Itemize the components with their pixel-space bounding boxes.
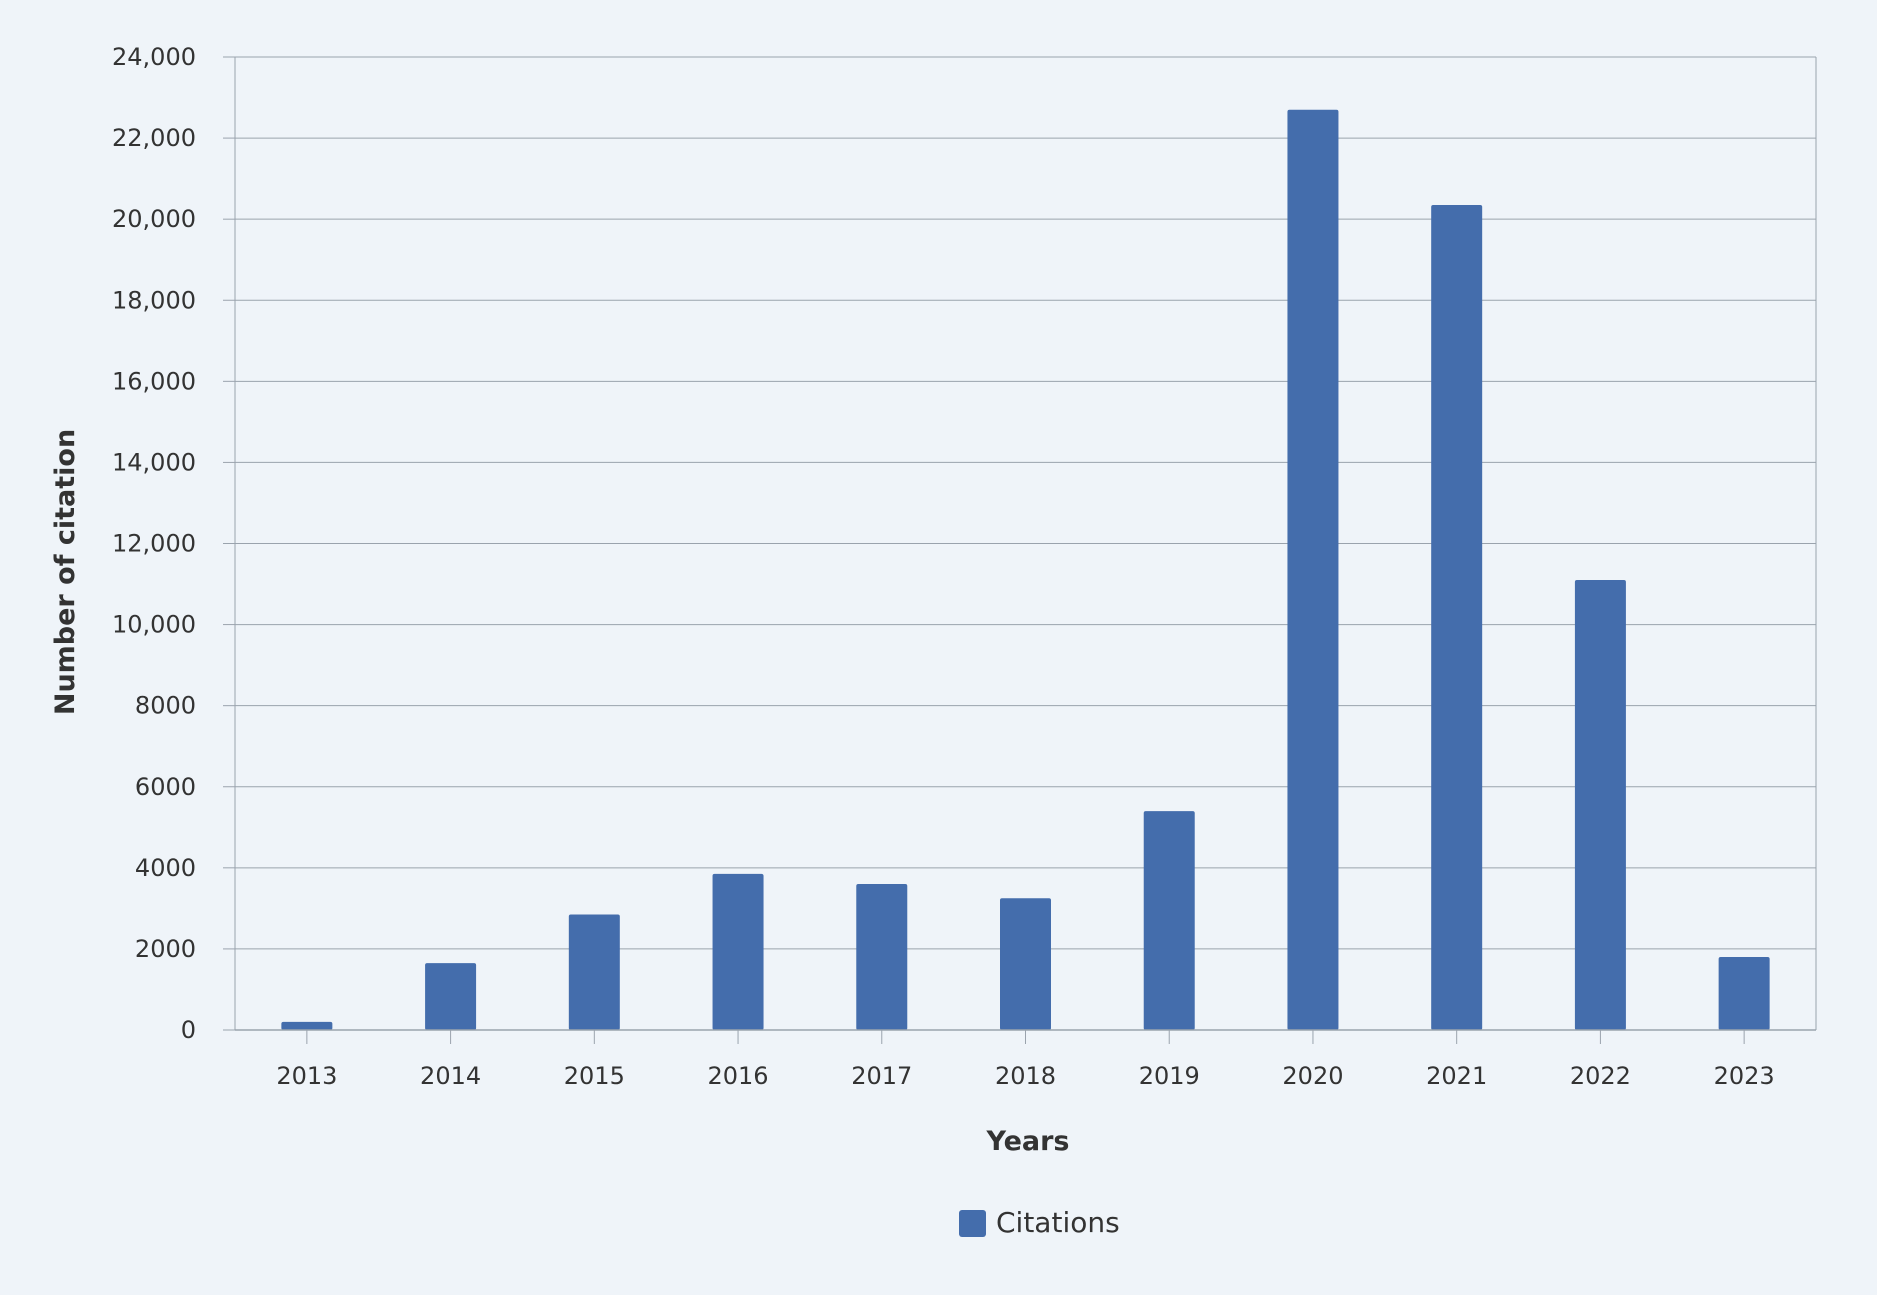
x-tick-label: 2022 (1570, 1062, 1631, 1090)
legend-label-citations: Citations (996, 1206, 1120, 1239)
x-tick-label: 2016 (708, 1062, 769, 1090)
x-tick-label: 2017 (851, 1062, 912, 1090)
y-axis-title: Number of citation (50, 429, 81, 715)
y-tick-label: 4000 (135, 854, 196, 882)
bar-2020 (1287, 109, 1339, 1031)
x-tick-label: 2019 (1139, 1062, 1200, 1090)
y-axis-tick-labels: 0 2000 4000 6000 8000 10,000 12,000 14,000 16,00… (112, 43, 196, 1044)
y-tick-label: 0 (181, 1016, 196, 1044)
y-tick-label: 10,000 (112, 611, 196, 639)
bar-2015 (568, 914, 620, 1030)
bar-2023 (1718, 957, 1770, 1030)
bars (281, 109, 1770, 1031)
x-tick-label: 2014 (420, 1062, 481, 1090)
bar-2014 (425, 963, 477, 1030)
x-axis-tick-labels: 2013 2014 2015 2016 2017 2018 2019 2020 2021 2022… (276, 1062, 1774, 1090)
bar-2019 (1143, 811, 1195, 1030)
x-axis-title: Years (986, 1126, 1070, 1157)
bar-2022 (1574, 579, 1626, 1030)
axes (234, 57, 1817, 1044)
bar-2021 (1431, 204, 1483, 1031)
x-tick-label: 2023 (1714, 1062, 1775, 1090)
x-tick-label: 2015 (564, 1062, 625, 1090)
bar-2013 (281, 1021, 333, 1030)
legend: Citations (959, 1206, 1120, 1239)
y-tick-label: 2000 (135, 935, 196, 963)
x-tick-label: 2020 (1282, 1062, 1343, 1090)
y-tick-label: 6000 (135, 773, 196, 801)
x-tick-label: 2021 (1426, 1062, 1487, 1090)
y-tick-label: 8000 (135, 692, 196, 720)
bar-2016 (712, 873, 764, 1030)
y-tick-label: 16,000 (112, 367, 196, 395)
y-tick-label: 18,000 (112, 286, 196, 314)
y-tick-label: 14,000 (112, 448, 196, 476)
x-tick-label: 2018 (995, 1062, 1056, 1090)
legend-swatch-citations (959, 1210, 986, 1237)
y-tick-label: 24,000 (112, 43, 196, 71)
bar-2017 (856, 884, 908, 1030)
x-tick-label: 2013 (276, 1062, 337, 1090)
bar-2018 (1000, 898, 1051, 1030)
y-tick-label: 22,000 (112, 124, 196, 152)
y-tick-label: 20,000 (112, 205, 196, 233)
grid-lines (223, 56, 1816, 1031)
y-tick-label: 12,000 (112, 530, 196, 558)
